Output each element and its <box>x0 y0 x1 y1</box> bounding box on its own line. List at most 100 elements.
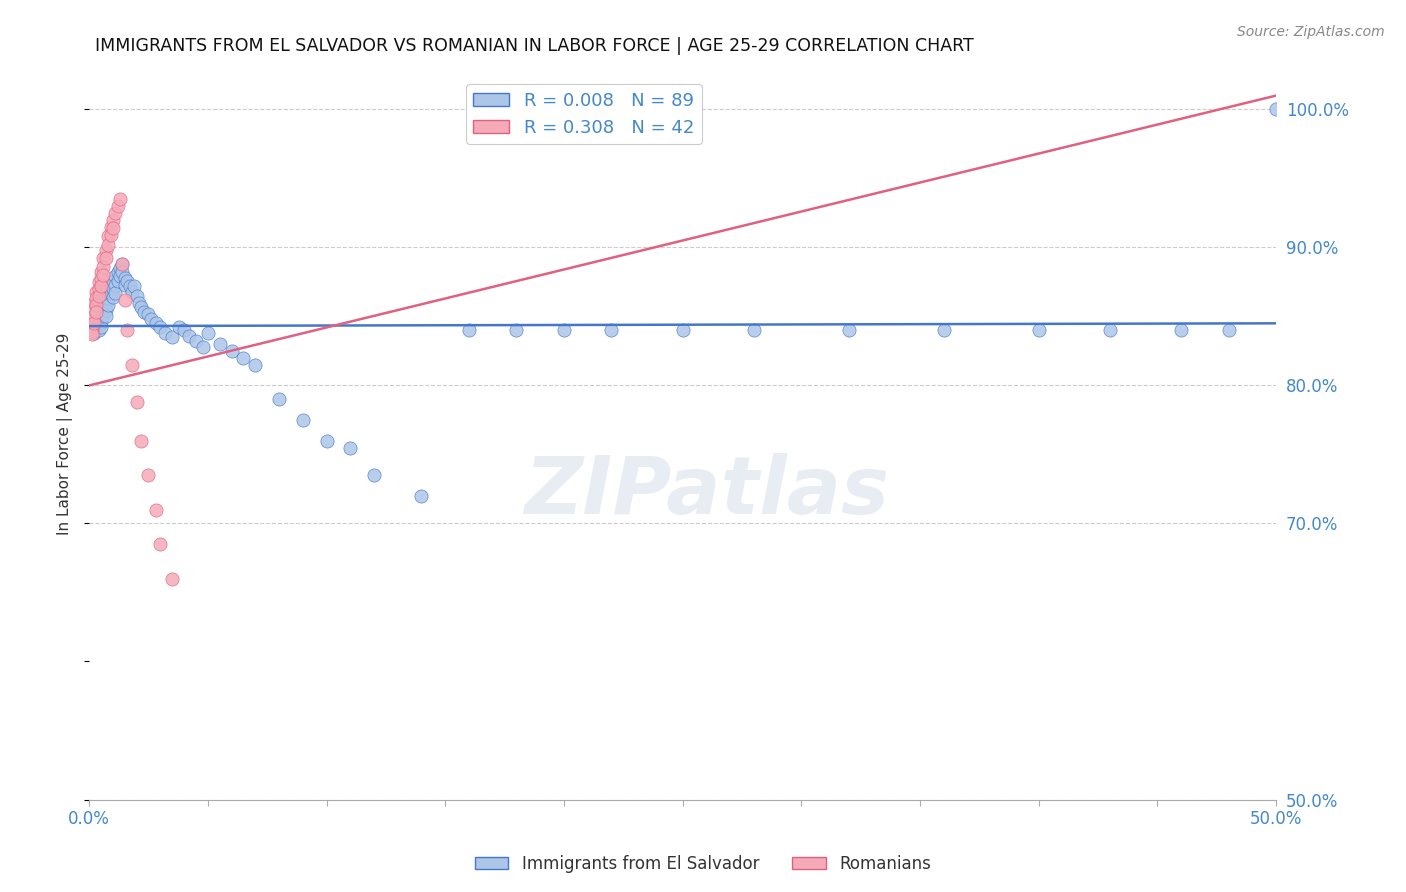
Point <box>363 468 385 483</box>
Point <box>177 328 200 343</box>
Point <box>169 320 191 334</box>
Point <box>122 279 145 293</box>
Point <box>232 351 254 365</box>
Point <box>145 316 167 330</box>
Point <box>672 323 695 337</box>
Text: ZIPatlas: ZIPatlas <box>524 453 889 532</box>
Point <box>80 319 103 334</box>
Point <box>83 316 105 330</box>
Point <box>505 323 527 337</box>
Point <box>87 282 110 296</box>
Point <box>87 275 110 289</box>
Point <box>83 310 105 324</box>
Point <box>149 320 172 334</box>
Point <box>87 289 110 303</box>
Point <box>411 489 433 503</box>
Point <box>101 212 124 227</box>
Point <box>93 260 115 274</box>
Point <box>93 304 115 318</box>
Point <box>132 305 155 319</box>
Point <box>128 295 150 310</box>
Point <box>97 285 120 299</box>
Point <box>84 292 107 306</box>
Point <box>108 192 131 206</box>
Point <box>80 319 103 334</box>
Point <box>125 395 148 409</box>
Point <box>90 298 112 312</box>
Point <box>162 330 184 344</box>
Point <box>1265 103 1288 117</box>
Legend: Immigrants from El Salvador, Romanians: Immigrants from El Salvador, Romanians <box>468 848 938 880</box>
Point <box>149 537 172 551</box>
Point <box>94 243 117 257</box>
Point <box>84 310 107 324</box>
Point <box>125 289 148 303</box>
Point <box>87 312 110 326</box>
Point <box>83 295 105 310</box>
Point <box>458 323 481 337</box>
Point <box>111 265 134 279</box>
Point <box>118 279 141 293</box>
Point <box>104 269 127 284</box>
Point <box>97 298 120 312</box>
Point <box>93 252 115 266</box>
Point <box>84 305 107 319</box>
Point <box>94 302 117 317</box>
Point <box>84 313 107 327</box>
Point <box>114 277 136 292</box>
Point <box>121 358 143 372</box>
Point <box>90 265 112 279</box>
Point <box>87 307 110 321</box>
Point <box>1218 323 1240 337</box>
Point <box>101 290 124 304</box>
Point <box>1170 323 1192 337</box>
Point <box>107 199 129 213</box>
Point <box>80 323 103 337</box>
Point <box>93 293 115 307</box>
Point <box>84 285 107 299</box>
Point <box>138 307 160 321</box>
Point <box>94 252 117 266</box>
Point <box>84 319 107 334</box>
Point <box>84 298 107 312</box>
Point <box>100 219 122 234</box>
Point <box>742 323 765 337</box>
Point <box>101 282 124 296</box>
Point <box>104 206 127 220</box>
Point <box>221 343 243 358</box>
Point <box>111 257 134 271</box>
Point <box>315 434 337 448</box>
Point <box>1028 323 1050 337</box>
Point <box>87 302 110 317</box>
Point <box>93 268 115 282</box>
Point <box>101 273 124 287</box>
Point <box>153 326 176 340</box>
Text: Source: ZipAtlas.com: Source: ZipAtlas.com <box>1237 25 1385 39</box>
Point <box>245 358 267 372</box>
Point <box>553 323 575 337</box>
Point <box>101 221 124 235</box>
Point <box>104 285 127 300</box>
Y-axis label: In Labor Force | Age 25-29: In Labor Force | Age 25-29 <box>58 333 73 535</box>
Point <box>90 315 112 329</box>
Point <box>94 295 117 310</box>
Point <box>208 337 231 351</box>
Point <box>339 441 361 455</box>
Point <box>100 285 122 300</box>
Point <box>121 285 143 299</box>
Point <box>104 277 127 292</box>
Point <box>131 300 153 314</box>
Point <box>83 326 105 340</box>
Point <box>191 340 214 354</box>
Point <box>197 326 219 340</box>
Point <box>93 310 115 324</box>
Point <box>100 227 122 242</box>
Point <box>100 279 122 293</box>
Point <box>291 413 314 427</box>
Point <box>83 316 105 330</box>
Point <box>97 237 120 252</box>
Point <box>90 279 112 293</box>
Point <box>114 270 136 285</box>
Point <box>90 320 112 334</box>
Point <box>94 289 117 303</box>
